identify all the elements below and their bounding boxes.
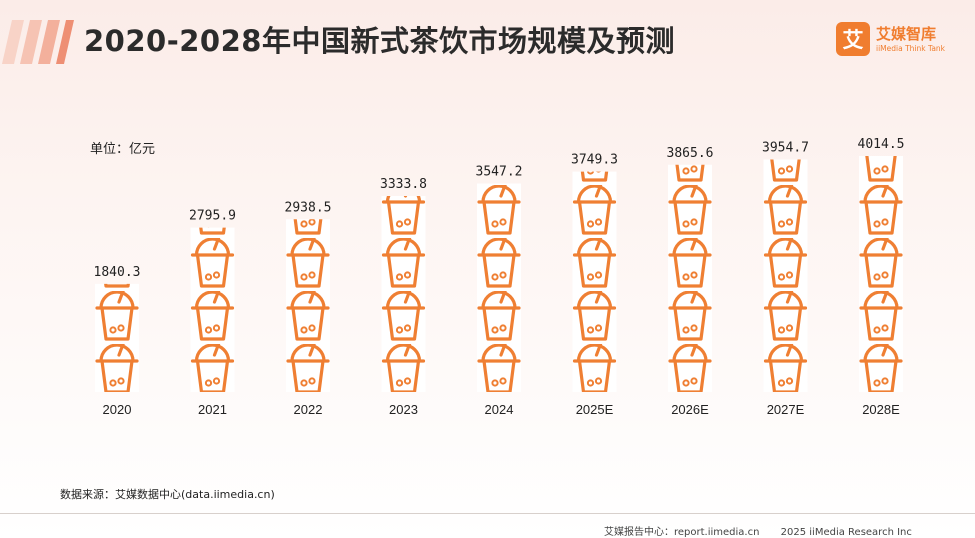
tea-cup-icon bbox=[284, 231, 332, 293]
tea-cup-icon bbox=[761, 337, 810, 392]
tea-cup-icon bbox=[286, 127, 330, 185]
tea-cup-icon bbox=[666, 284, 714, 346]
x-tick-label-2028E: 2028E bbox=[862, 402, 900, 417]
tea-cup-icon bbox=[761, 178, 810, 240]
page-title: 2020-2028年中国新式茶饮市场规模及预测 bbox=[84, 24, 675, 58]
x-tick-label-2023: 2023 bbox=[389, 402, 418, 417]
tea-cup-icon bbox=[761, 231, 810, 293]
value-label-2026E: 3865.6 bbox=[667, 146, 714, 161]
tea-cup-icon bbox=[188, 284, 237, 346]
tea-cup-icon bbox=[284, 284, 332, 346]
x-tick-label-2026E: 2026E bbox=[671, 402, 709, 417]
tea-cup-icon bbox=[573, 74, 617, 132]
value-label-2024: 3547.2 bbox=[476, 164, 523, 179]
copyright: 2025 iiMedia Research Inc bbox=[780, 527, 912, 538]
logo-text-cn: 艾媒智库 bbox=[876, 25, 937, 43]
tea-cup-icon bbox=[666, 178, 714, 240]
bar-2026E bbox=[666, 74, 714, 392]
iimedia-logo-icon: 艾 bbox=[836, 22, 870, 56]
logo-text-en: iiMedia Think Tank bbox=[876, 44, 946, 53]
tea-cup-icon bbox=[857, 156, 905, 187]
brand-logo: 艾 艾媒智库 iiMedia Think Tank bbox=[836, 22, 966, 62]
tea-cup-icon bbox=[93, 283, 141, 293]
tea-cup-icon bbox=[857, 178, 905, 240]
tea-cup-icon bbox=[570, 231, 619, 293]
bar-2021 bbox=[188, 127, 237, 392]
tea-cup-icon bbox=[761, 284, 810, 346]
footer: 艾媒报告中心：report.iimedia.cn 2025 iiMedia Re… bbox=[604, 523, 930, 538]
tea-cup-icon bbox=[188, 337, 237, 392]
value-label-2023: 3333.8 bbox=[380, 177, 427, 192]
value-label-2025E: 3749.3 bbox=[571, 153, 618, 168]
tea-cup-icon bbox=[761, 159, 810, 187]
value-label-2022: 2938.5 bbox=[285, 200, 332, 215]
x-tick-label-2022: 2022 bbox=[294, 402, 323, 417]
tea-cup-icon bbox=[93, 284, 141, 346]
tea-cup-icon bbox=[570, 337, 619, 392]
tea-cup-icon bbox=[857, 284, 905, 346]
title-decoration bbox=[2, 20, 74, 64]
tea-cup-icon bbox=[857, 337, 905, 392]
data-source: 数据来源：艾媒数据中心(data.iimedia.cn) bbox=[60, 488, 275, 501]
bar-2025E bbox=[570, 74, 619, 392]
report-center-link[interactable]: 艾媒报告中心：report.iimedia.cn bbox=[604, 527, 760, 538]
value-label-2020: 1840.3 bbox=[94, 265, 141, 280]
bar-2028E bbox=[857, 74, 905, 392]
x-tick-label-2027E: 2027E bbox=[767, 402, 805, 417]
footer-divider bbox=[0, 513, 975, 514]
tea-cup-icon bbox=[666, 231, 714, 293]
tea-cup-icon bbox=[666, 337, 714, 392]
tea-cup-icon bbox=[191, 127, 235, 185]
x-tick-label-2025E: 2025E bbox=[576, 402, 614, 417]
tea-cup-icon bbox=[570, 284, 619, 346]
value-label-2028E: 4014.5 bbox=[858, 137, 905, 152]
logo-glyph: 艾 bbox=[843, 28, 864, 52]
tea-cup-icon bbox=[859, 74, 903, 132]
tea-cup-icon bbox=[475, 337, 523, 392]
tea-cup-icon bbox=[764, 74, 808, 132]
value-label-2021: 2795.9 bbox=[189, 209, 236, 224]
bar-2027E bbox=[761, 74, 810, 392]
value-label-2027E: 3954.7 bbox=[762, 141, 809, 156]
tea-cup-icon bbox=[570, 178, 619, 240]
tea-cup-icon bbox=[188, 231, 237, 293]
tea-cup-icon bbox=[857, 231, 905, 293]
bar-2022 bbox=[284, 127, 332, 392]
tea-cup-icon bbox=[475, 284, 523, 346]
x-tick-label-2024: 2024 bbox=[485, 402, 514, 417]
tea-cup-icon bbox=[668, 74, 712, 132]
x-tick-label-2021: 2021 bbox=[198, 402, 227, 417]
bar-2020 bbox=[93, 180, 141, 393]
unit-label: 单位：亿元 bbox=[90, 142, 156, 157]
tea-cup-icon bbox=[284, 337, 332, 392]
tea-cup-icon bbox=[475, 231, 523, 293]
tea-cup-icon bbox=[95, 180, 139, 238]
tea-cup-icon bbox=[379, 284, 428, 346]
tea-cup-icon bbox=[475, 183, 523, 240]
bar-2023 bbox=[379, 196, 428, 392]
x-tick-label-2020: 2020 bbox=[103, 402, 132, 417]
tea-cup-icon bbox=[93, 337, 141, 393]
tea-cup-icon bbox=[379, 231, 428, 293]
tea-cup-icon bbox=[379, 337, 428, 392]
